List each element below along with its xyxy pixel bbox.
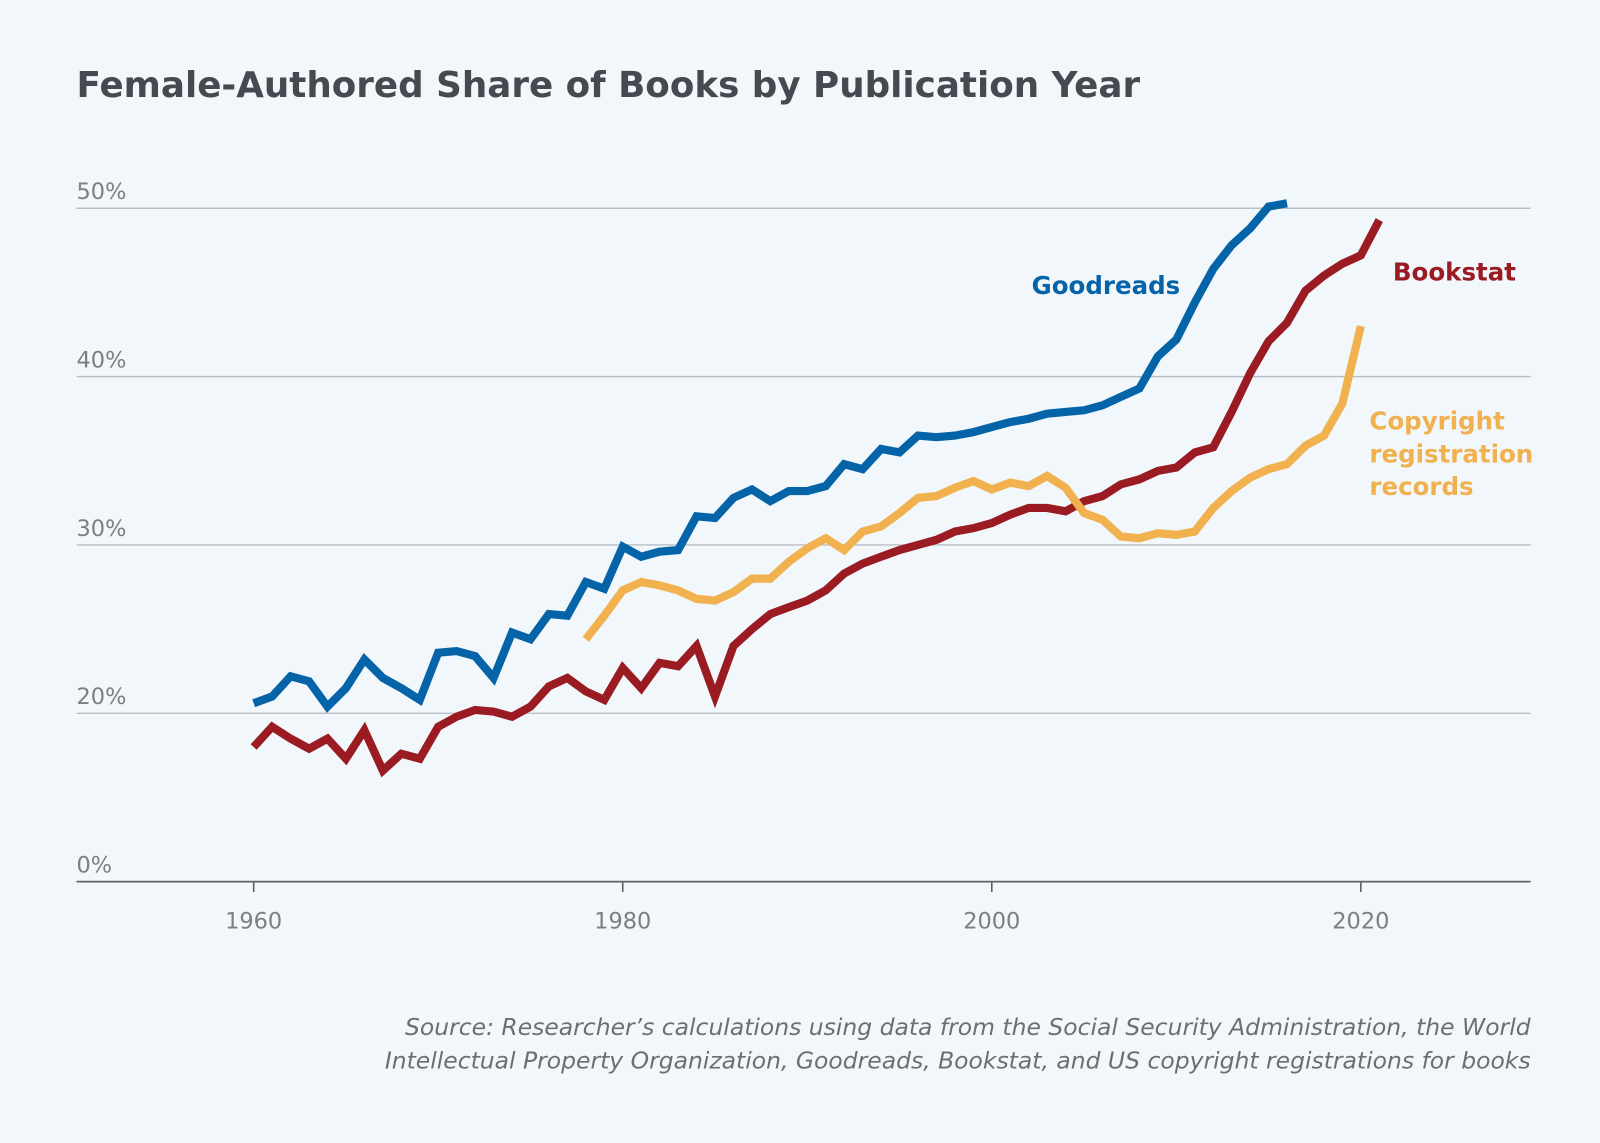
chart-title: Female-Authored Share of Books by Public… [77, 65, 1141, 106]
series-label-box: Copyright registration records [1369, 407, 1533, 502]
y-tick-label: 0% [77, 853, 113, 879]
source-note: Intellectual Property Organization, Good… [385, 1046, 1531, 1074]
series-line [250, 218, 1383, 778]
series-line [582, 325, 1365, 642]
source-note: Source: Researcher’s calculations using … [405, 1013, 1531, 1041]
series-label: Goodreads [1031, 271, 1181, 301]
series-label-box: Goodreads [1031, 271, 1181, 301]
y-tick-label: 20% [77, 684, 127, 710]
x-tick-label: 1980 [594, 909, 651, 935]
x-tick-label: 2000 [963, 909, 1020, 935]
y-tick-label: 30% [77, 516, 127, 542]
x-tick-label: 2020 [1332, 909, 1389, 935]
series-label: Copyright registration records [1369, 407, 1533, 502]
x-tick-label: 1960 [225, 909, 282, 935]
series-label-box: Bookstat [1392, 258, 1516, 287]
series-line [252, 199, 1288, 713]
y-tick-label: 40% [77, 347, 127, 373]
series-label: Bookstat [1392, 258, 1516, 287]
y-tick-label: 50% [77, 179, 127, 205]
